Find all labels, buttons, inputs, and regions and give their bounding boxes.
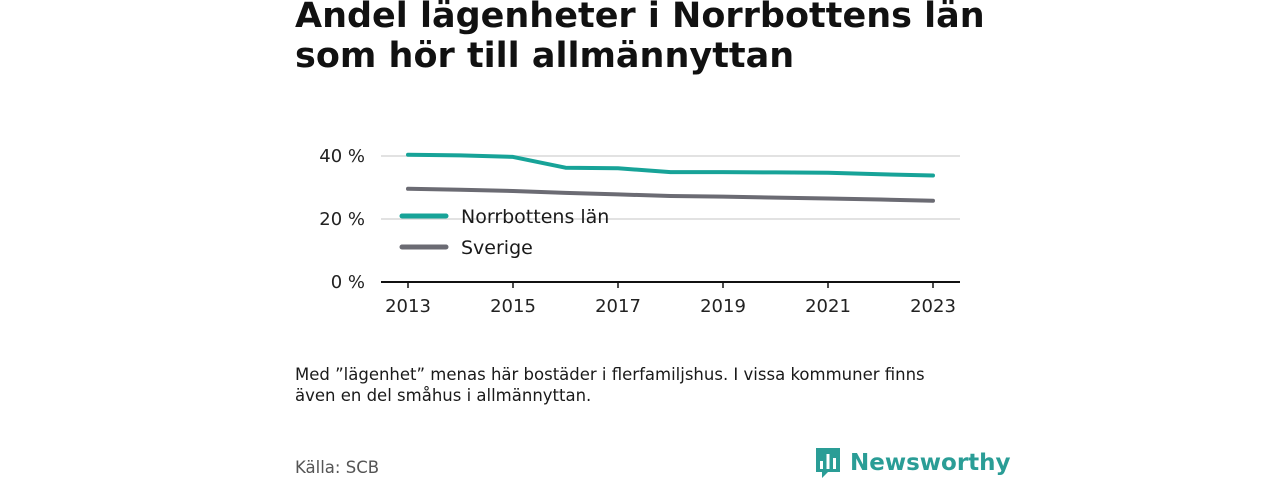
chart-title-line-2: som hör till allmännyttan bbox=[295, 36, 795, 76]
y-tick-label: 40 % bbox=[319, 146, 365, 167]
legend-label-norrbottens-l-n: Norrbottens län bbox=[461, 206, 609, 228]
legend-label-sverige: Sverige bbox=[461, 237, 533, 259]
x-tick-label: 2017 bbox=[595, 296, 641, 317]
x-tick-label: 2013 bbox=[385, 296, 431, 317]
x-tick-label: 2021 bbox=[805, 296, 851, 317]
x-tick-label: 2019 bbox=[700, 296, 746, 317]
chart-note-line-1: Med ”lägenhet” menas här bostäder i fler… bbox=[295, 365, 925, 384]
series-line-sverige bbox=[406, 186, 935, 203]
bar-chart-speech-bubble-icon bbox=[816, 448, 840, 478]
y-tick-label: 20 % bbox=[319, 209, 365, 230]
logo-text: Newsworthy bbox=[850, 450, 1011, 476]
x-tick-label: 2015 bbox=[490, 296, 536, 317]
series-line-norrbottens-l-n bbox=[406, 152, 935, 178]
x-tick-label: 2023 bbox=[910, 296, 956, 317]
source-label: Källa: SCB bbox=[295, 458, 380, 477]
chart-note-line-2: även en del småhus i allmännyttan. bbox=[295, 386, 592, 405]
chart-note: Med ”lägenhet” menas här bostäder i fler… bbox=[295, 364, 975, 406]
chart-title: Andel lägenheter i Norrbottens län som h… bbox=[295, 0, 995, 76]
newsworthy-logo[interactable]: Newsworthy bbox=[814, 446, 1011, 480]
y-tick-label: 0 % bbox=[331, 272, 365, 293]
chart-title-line-1: Andel lägenheter i Norrbottens län bbox=[295, 0, 985, 36]
